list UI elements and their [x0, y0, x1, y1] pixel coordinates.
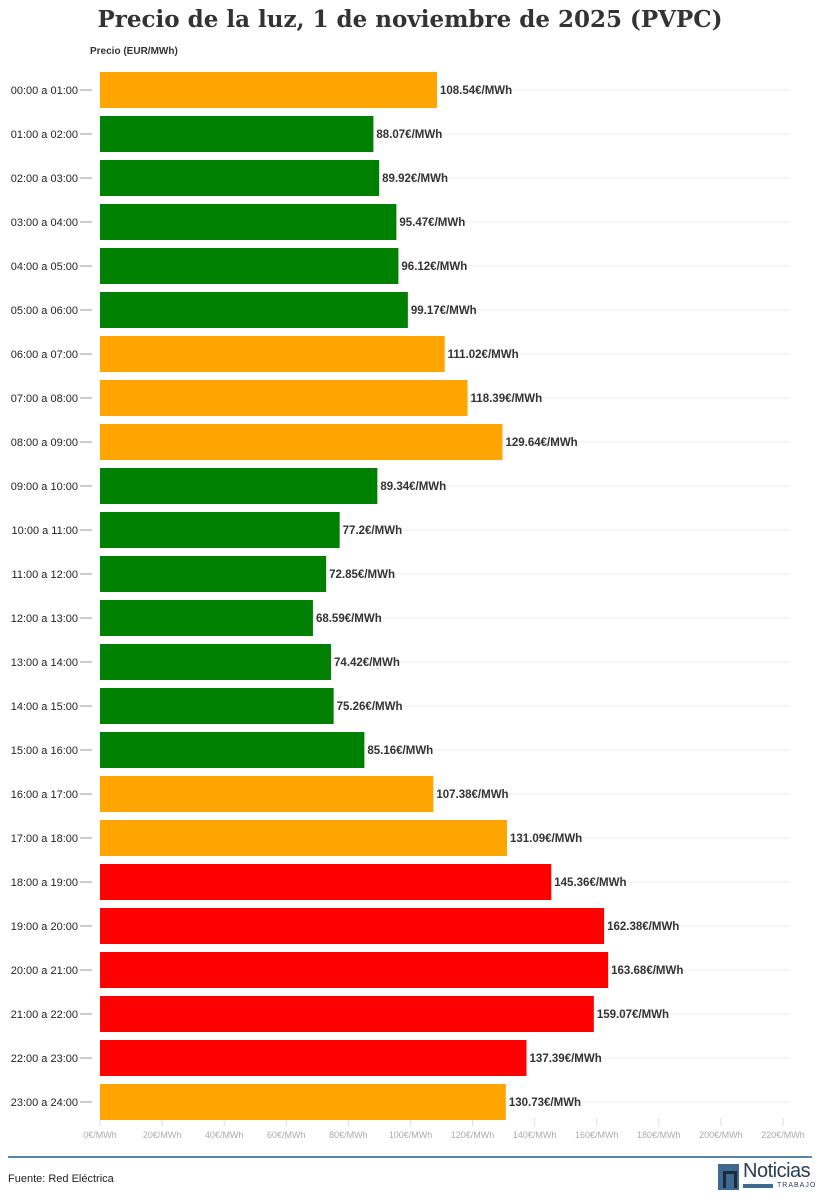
- bar-chart: 0€/MWh 20€/MWh 40€/MWh 60€/MWh 80€/MWh 100€/M…: [11, 72, 805, 1140]
- data-label: 85.16€/MWh: [367, 745, 433, 757]
- data-label: 96.12€/MWh: [401, 261, 467, 273]
- data-label: 89.34€/MWh: [380, 481, 446, 493]
- x-tick-label: 160€/MWh: [575, 1130, 619, 1140]
- footer-divider: [8, 1156, 812, 1158]
- logo-icon: [718, 1164, 739, 1190]
- x-tick-label: 140€/MWh: [513, 1130, 557, 1140]
- y-tick-label: 15:00 a 16:00: [11, 745, 78, 757]
- logo-text: Noticias: [743, 1160, 811, 1182]
- x-tick-label: 40€/MWh: [205, 1130, 244, 1140]
- x-tick-label: 60€/MWh: [267, 1130, 306, 1140]
- y-tick-label: 13:00 a 14:00: [11, 657, 78, 669]
- data-label: 118.39€/MWh: [471, 393, 543, 405]
- y-tick-label: 18:00 a 19:00: [11, 877, 78, 889]
- data-label: 68.59€/MWh: [316, 613, 382, 625]
- source-text: Fuente: Red Eléctrica: [8, 1173, 114, 1185]
- x-tick-label: 80€/MWh: [329, 1130, 368, 1140]
- data-label: 77.2€/MWh: [343, 525, 402, 537]
- axis-label: Precio (EUR/MWh): [90, 46, 178, 57]
- data-label: 74.42€/MWh: [334, 657, 400, 669]
- bar: [100, 996, 594, 1032]
- data-label: 88.07€/MWh: [376, 129, 442, 141]
- data-label: 145.36€/MWh: [554, 877, 626, 889]
- y-tick-label: 23:00 a 24:00: [11, 1097, 78, 1109]
- y-tick-label: 12:00 a 13:00: [11, 613, 78, 625]
- data-label: 107.38€/MWh: [436, 789, 508, 801]
- data-label: 159.07€/MWh: [597, 1009, 669, 1021]
- logo-bar: [743, 1184, 773, 1188]
- bar: [100, 600, 313, 636]
- y-tick-label: 10:00 a 11:00: [12, 525, 78, 537]
- bar: [100, 424, 503, 460]
- bar: [100, 556, 327, 592]
- y-tick-label: 02:00 a 03:00: [11, 173, 78, 185]
- chart-title: Precio de la luz, 1 de noviembre de 2025…: [97, 6, 723, 33]
- bar: [100, 116, 374, 152]
- data-label: 131.09€/MWh: [510, 833, 582, 845]
- x-tick-label: 220€/MWh: [761, 1130, 805, 1140]
- data-label: 130.73€/MWh: [509, 1097, 581, 1109]
- bar: [100, 688, 334, 724]
- bar: [100, 908, 605, 944]
- y-tick-label: 20:00 a 21:00: [11, 965, 78, 977]
- data-label: 89.92€/MWh: [382, 173, 448, 185]
- noticias-trabajo-logo: Noticias TRABAJO: [718, 1160, 817, 1192]
- x-tick-label: 180€/MWh: [637, 1130, 681, 1140]
- y-tick-label: 05:00 a 06:00: [11, 305, 78, 317]
- y-tick-label: 11:00 a 12:00: [12, 569, 78, 581]
- bar: [100, 732, 365, 768]
- logo-subtext: TRABAJO: [777, 1182, 817, 1189]
- x-tick-label: 120€/MWh: [451, 1130, 495, 1140]
- bar: [100, 864, 552, 900]
- data-label: 99.17€/MWh: [411, 305, 477, 317]
- bar: [100, 468, 378, 504]
- y-tick-label: 07:00 a 08:00: [11, 393, 78, 405]
- y-tick-label: 14:00 a 15:00: [11, 701, 78, 713]
- data-label: 162.38€/MWh: [607, 921, 679, 933]
- bar: [100, 160, 380, 196]
- bar: [100, 1040, 527, 1076]
- y-tick-label: 22:00 a 23:00: [11, 1053, 78, 1065]
- x-tick-label: 100€/MWh: [389, 1130, 433, 1140]
- y-tick-label: 06:00 a 07:00: [11, 349, 78, 361]
- y-tick-label: 21:00 a 22:00: [11, 1009, 78, 1021]
- bar: [100, 248, 399, 284]
- bar: [100, 952, 609, 988]
- y-tick-label: 00:00 a 01:00: [11, 85, 78, 97]
- x-tick-label: 0€/MWh: [83, 1130, 117, 1140]
- data-label: 75.26€/MWh: [337, 701, 403, 713]
- x-tick-label: 20€/MWh: [143, 1130, 182, 1140]
- bar: [100, 380, 468, 416]
- y-tick-label: 03:00 a 04:00: [11, 217, 78, 229]
- bar: [100, 1084, 506, 1120]
- y-tick-label: 08:00 a 09:00: [11, 437, 78, 449]
- bar: [100, 204, 397, 240]
- data-label: 95.47€/MWh: [399, 217, 465, 229]
- data-label: 72.85€/MWh: [329, 569, 395, 581]
- y-tick-label: 04:00 a 05:00: [11, 261, 78, 273]
- data-label: 111.02€/MWh: [448, 349, 519, 361]
- bar: [100, 820, 507, 856]
- data-label: 137.39€/MWh: [530, 1053, 602, 1065]
- y-tick-label: 01:00 a 02:00: [11, 129, 78, 141]
- x-tick-label: 200€/MWh: [699, 1130, 743, 1140]
- y-tick-label: 19:00 a 20:00: [11, 921, 78, 933]
- bar: [100, 72, 437, 108]
- y-tick-label: 17:00 a 18:00: [11, 833, 78, 845]
- bar: [100, 512, 340, 548]
- bar: [100, 776, 434, 812]
- data-label: 108.54€/MWh: [440, 85, 512, 97]
- y-tick-label: 09:00 a 10:00: [11, 481, 78, 493]
- bar: [100, 644, 332, 680]
- bar: [100, 292, 408, 328]
- bar: [100, 336, 445, 372]
- y-tick-label: 16:00 a 17:00: [11, 789, 78, 801]
- data-label: 129.64€/MWh: [505, 437, 577, 449]
- data-label: 163.68€/MWh: [611, 965, 683, 977]
